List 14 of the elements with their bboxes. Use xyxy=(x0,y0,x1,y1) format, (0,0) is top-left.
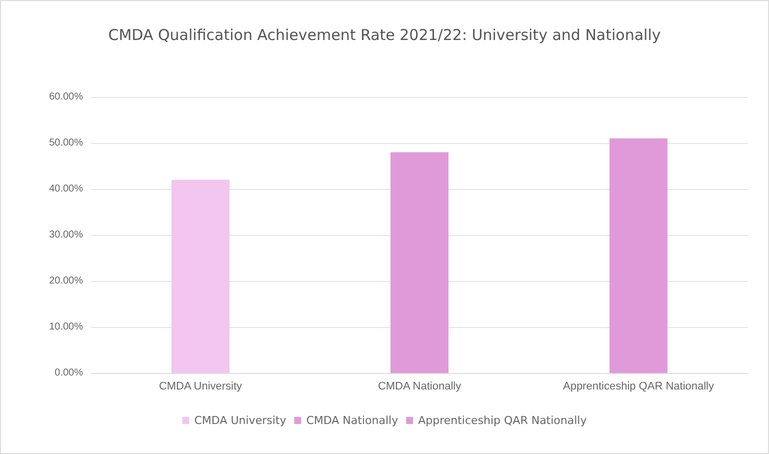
y-tick-label: 40.00% xyxy=(49,184,84,194)
legend-label: Apprenticeship QAR Nationally xyxy=(418,414,588,427)
y-tick-label: 10.00% xyxy=(49,322,84,332)
y-tick-label: 20.00% xyxy=(49,276,84,286)
y-tick-label: 30.00% xyxy=(49,230,84,240)
y-tick-label: 50.00% xyxy=(49,138,84,148)
legend-label: CMDA University xyxy=(194,414,287,427)
x-tick-label: CMDA Nationally xyxy=(378,380,462,392)
x-tick-label: CMDA University xyxy=(158,380,243,392)
y-tick-label: 0.00% xyxy=(54,368,84,378)
legend-label: CMDA Nationally xyxy=(306,414,399,427)
x-tick-label: Apprenticeship QAR Nationally xyxy=(562,380,715,392)
chart-title: CMDA Qualification Achievement Rate 2021/22: University and Nationally xyxy=(108,26,661,44)
y-tick-label: 60.00% xyxy=(49,92,84,102)
